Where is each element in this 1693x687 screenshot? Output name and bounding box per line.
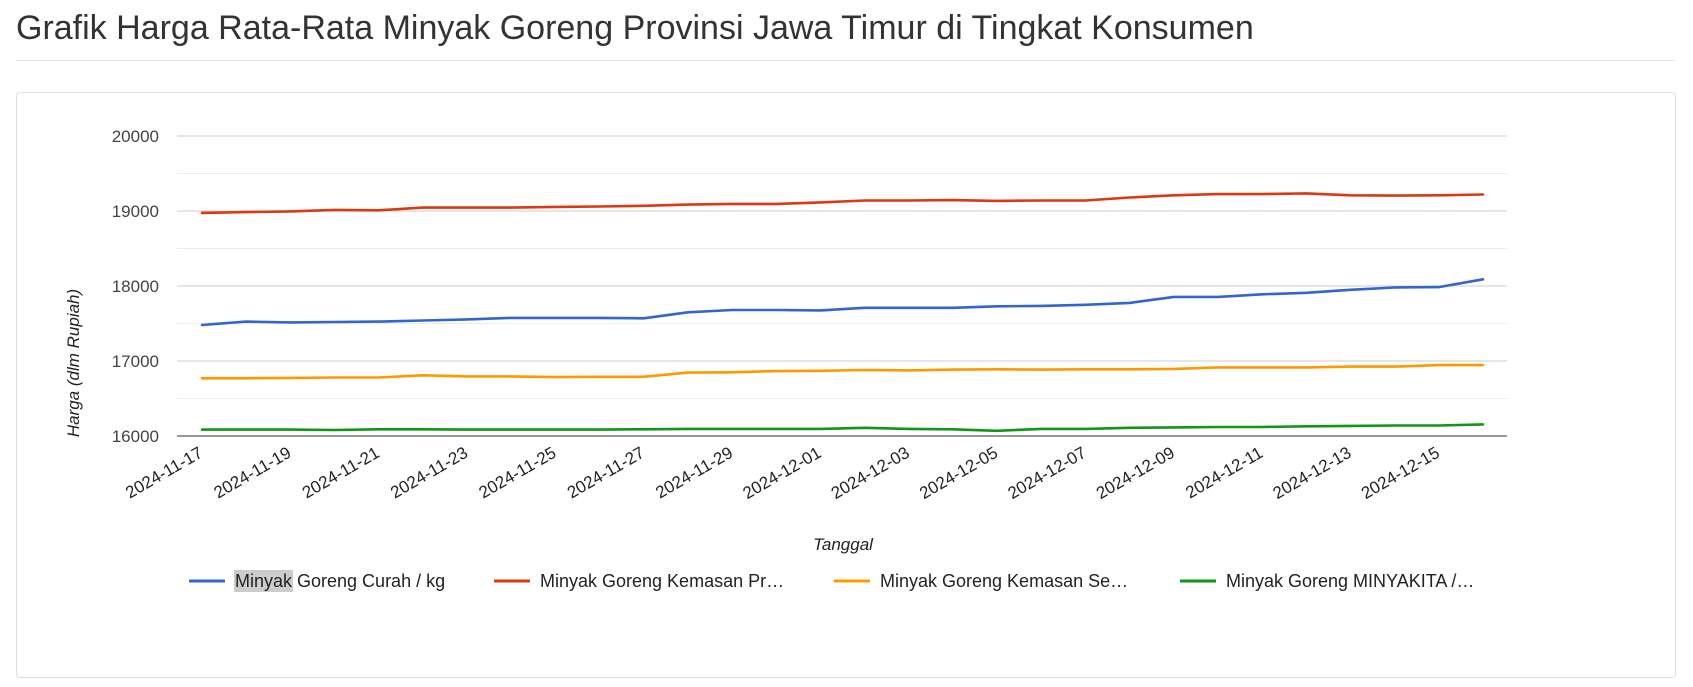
y-tick-label: 20000 (112, 127, 159, 146)
series-line-2[interactable] (200, 192, 1485, 215)
chart-legend: Minyak Goreng Curah / kg Minyak Goreng Ke… (189, 570, 1474, 592)
x-tick-label: 2024-12-07 (1005, 443, 1090, 503)
title-divider (16, 60, 1676, 61)
y-tick-label: 19000 (112, 202, 159, 221)
x-tick-label: 2024-11-23 (387, 443, 471, 502)
legend-label: Minyak Goreng MINYAKITA /… (1226, 571, 1474, 591)
x-tick-label: 2024-12-15 (1358, 443, 1443, 503)
series-line-4[interactable] (200, 423, 1485, 433)
legend-item-1[interactable]: Minyak Goreng Curah / kg (189, 570, 445, 592)
x-tick-label: 2024-11-21 (299, 443, 383, 502)
x-tick-label: 2024-12-09 (1093, 443, 1178, 503)
x-tick-label: 2024-12-13 (1270, 443, 1355, 503)
legend-item-3[interactable]: Minyak Goreng Kemasan Se… (834, 571, 1128, 591)
legend-label: Minyak Goreng Kemasan Pr… (540, 571, 784, 591)
x-tick-label: 2024-12-11 (1182, 443, 1266, 502)
x-tick-label: 2024-12-03 (828, 443, 913, 503)
x-tick-label: 2024-12-05 (916, 443, 1001, 503)
x-tick-label: 2024-11-19 (211, 443, 295, 502)
x-tick-label: 2024-11-29 (652, 443, 736, 502)
grid-group (177, 135, 1507, 437)
legend-item-2[interactable]: Minyak Goreng Kemasan Pr… (494, 571, 784, 591)
x-tick-label: 2024-11-27 (564, 443, 648, 502)
x-axis-ticks: 2024-11-17 2024-11-19 2024-11-21 2024-11-23… (122, 443, 1443, 503)
series-line-3[interactable] (200, 363, 1485, 380)
x-tick-label: 2024-12-01 (740, 443, 825, 503)
x-tick-label: 2024-11-25 (476, 443, 560, 502)
legend-label: Minyak Goreng Curah / kg (235, 571, 445, 591)
series-line-1[interactable] (200, 278, 1485, 327)
series-lines (200, 192, 1485, 433)
page-title: Grafik Harga Rata-Rata Minyak Goreng Pro… (16, 9, 1254, 47)
y-tick-label: 18000 (112, 277, 159, 296)
chart-card: 16000 17000 18000 19000 20000 2024-11-17 2024… (16, 92, 1676, 678)
legend-text-highlight (234, 570, 294, 592)
legend-label: Minyak Goreng Kemasan Se… (880, 571, 1128, 591)
x-tick-label: 2024-11-17 (122, 443, 206, 502)
x-axis-label: Tanggal (813, 535, 874, 554)
y-axis-ticks: 16000 17000 18000 19000 20000 (112, 127, 159, 446)
legend-item-4[interactable]: Minyak Goreng MINYAKITA /… (1180, 571, 1474, 591)
y-tick-label: 17000 (112, 352, 159, 371)
y-tick-label: 16000 (112, 427, 159, 446)
y-axis-label: Harga (dlm Rupiah) (64, 289, 83, 437)
